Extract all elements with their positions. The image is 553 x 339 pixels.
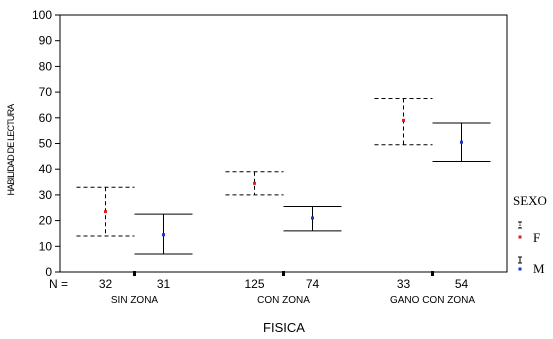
n-value-F-2: 33 [397, 277, 411, 291]
mean-point-F-2 [402, 118, 405, 122]
n-value-M-2: 54 [455, 277, 469, 291]
legend-title: SEXO [513, 193, 547, 208]
y-tick-label-6: 60 [39, 111, 53, 125]
plot-frame [59, 14, 508, 273]
mean-point-M-2 [460, 140, 463, 144]
y-tick-label-7: 70 [39, 85, 53, 99]
mean-point-F-0 [104, 210, 107, 214]
y-tick-label-5: 50 [39, 137, 53, 151]
n-value-M-0: 31 [157, 277, 171, 291]
y-tick-label-9: 90 [39, 34, 53, 48]
y-axis-label: HABILIDAD DE LECTURA [6, 104, 16, 196]
mean-point-M-0 [162, 233, 165, 237]
errorbar-F-1 [225, 171, 284, 196]
legend: SEXO F M [513, 193, 547, 276]
n-value-M-1: 74 [306, 277, 320, 291]
x-tick-0 [133, 271, 136, 276]
y-tick-label-3: 30 [39, 188, 53, 202]
mean-point-F-1 [253, 181, 256, 185]
y-axis: 0 10 20 30 40 50 60 70 80 90 100 [32, 8, 60, 279]
category-label-2: GANO CON ZONA [390, 295, 475, 306]
y-tick-label-1: 10 [39, 239, 53, 253]
category-label-0: SIN ZONA [111, 295, 159, 306]
y-tick-label-4: 40 [39, 162, 53, 176]
n-label: N = [49, 277, 68, 291]
y-tick-label-8: 80 [39, 59, 53, 73]
n-value-F-1: 125 [244, 277, 264, 291]
legend-symbol-m [518, 256, 522, 271]
y-tick-label-2: 20 [39, 214, 53, 228]
x-axis-label: FISICA [263, 320, 305, 335]
x-axis: SIN ZONA 32 31 CON ZONA 125 74 GANO CON ZONA 33… [99, 271, 475, 306]
x-tick-2 [431, 271, 434, 276]
y-tick-label-10: 100 [32, 8, 52, 22]
plot-area [76, 98, 491, 255]
category-label-1: CON ZONA [257, 295, 310, 306]
x-tick-1 [282, 271, 285, 276]
legend-label-m: M [533, 261, 545, 276]
legend-symbol-f [518, 221, 522, 239]
n-value-F-0: 32 [99, 277, 113, 291]
mean-point-M-1 [311, 216, 314, 220]
legend-label-f: F [533, 230, 540, 245]
y-tick-label-0: 0 [45, 265, 52, 279]
